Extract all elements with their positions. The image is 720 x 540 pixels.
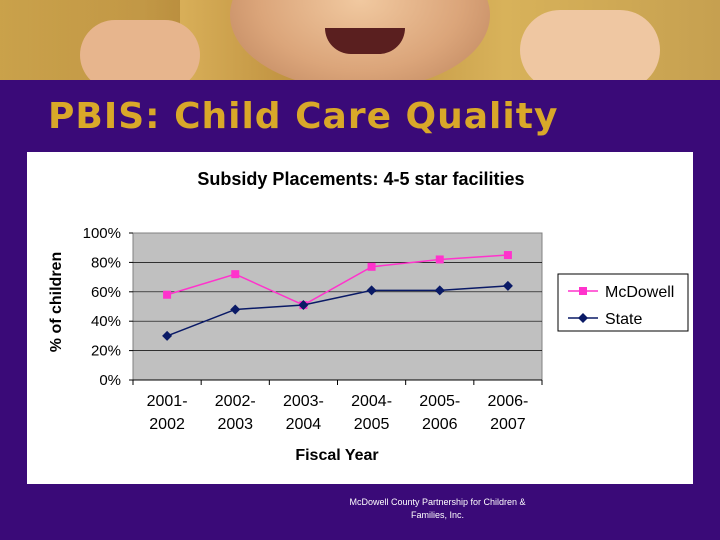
plot-area: 0% 20% 40% 60% 80% 100% 2001- 2002 2002- 2003 2003… <box>83 225 543 433</box>
data-point-state <box>366 285 377 296</box>
plot-background <box>132 232 543 381</box>
y-axis-label: % of children <box>48 252 65 352</box>
data-point-state <box>502 280 513 291</box>
footer-line-1: McDowell County Partnership for Children… <box>349 497 526 507</box>
x-axis-label: Fiscal Year <box>295 447 378 464</box>
data-point-state <box>162 330 173 341</box>
legend-box <box>557 273 689 332</box>
photo-hand-left <box>80 20 200 80</box>
data-point-state <box>434 285 445 296</box>
slide-title: PBIS: Child Care Quality <box>48 96 559 137</box>
x-tick-label: 2004- <box>351 393 392 410</box>
x-tick-label: 2003 <box>217 416 253 433</box>
data-point-mcdowell <box>163 290 172 299</box>
y-tick-label: 80% <box>91 254 121 271</box>
chart-panel: Subsidy Placements: 4-5 star facilities … <box>27 152 693 484</box>
data-point-mcdowell <box>435 255 444 264</box>
y-tick-label: 60% <box>91 284 121 301</box>
data-point-mcdowell <box>231 270 240 279</box>
data-point-mcdowell <box>367 262 376 271</box>
line-chart: Subsidy Placements: 4-5 star facilities … <box>48 169 689 464</box>
x-tick-label: 2005- <box>419 393 460 410</box>
y-tick-label: 0% <box>99 372 121 389</box>
series-line-mcdowell <box>166 254 508 306</box>
chart-title: Subsidy Placements: 4-5 star facilities <box>197 169 524 189</box>
x-tick-label: 2002- <box>215 393 256 410</box>
x-tick-label: 2001- <box>147 393 188 410</box>
photo-hand-right <box>520 10 660 80</box>
y-tick-label: 20% <box>91 343 121 360</box>
photo-mouth <box>325 28 405 54</box>
footer-line-2: Families, Inc. <box>410 510 464 520</box>
x-tick-label: 2005 <box>354 416 390 433</box>
header-photo <box>0 0 720 80</box>
footer: McDowell County Partnership for Children… <box>330 496 545 522</box>
y-tick-label: 40% <box>91 313 121 330</box>
data-point-state <box>298 300 309 311</box>
y-tick-label: 100% <box>83 225 121 242</box>
x-tick-label: 2007 <box>490 416 526 433</box>
chart-legend: McDowell State <box>557 273 689 332</box>
legend-marker-mcdowell <box>579 287 587 295</box>
legend-marker-state <box>578 313 588 323</box>
x-tick-label: 2003- <box>283 393 324 410</box>
x-tick-label: 2004 <box>286 416 322 433</box>
x-tick-label: 2006 <box>422 416 458 433</box>
series-line-state <box>166 285 508 337</box>
data-point-mcdowell <box>503 251 512 260</box>
legend-label-mcdowell: McDowell <box>605 284 674 301</box>
data-point-state <box>230 304 241 315</box>
x-tick-label: 2006- <box>487 393 528 410</box>
legend-label-state: State <box>605 311 642 328</box>
x-tick-label: 2002 <box>149 416 185 433</box>
